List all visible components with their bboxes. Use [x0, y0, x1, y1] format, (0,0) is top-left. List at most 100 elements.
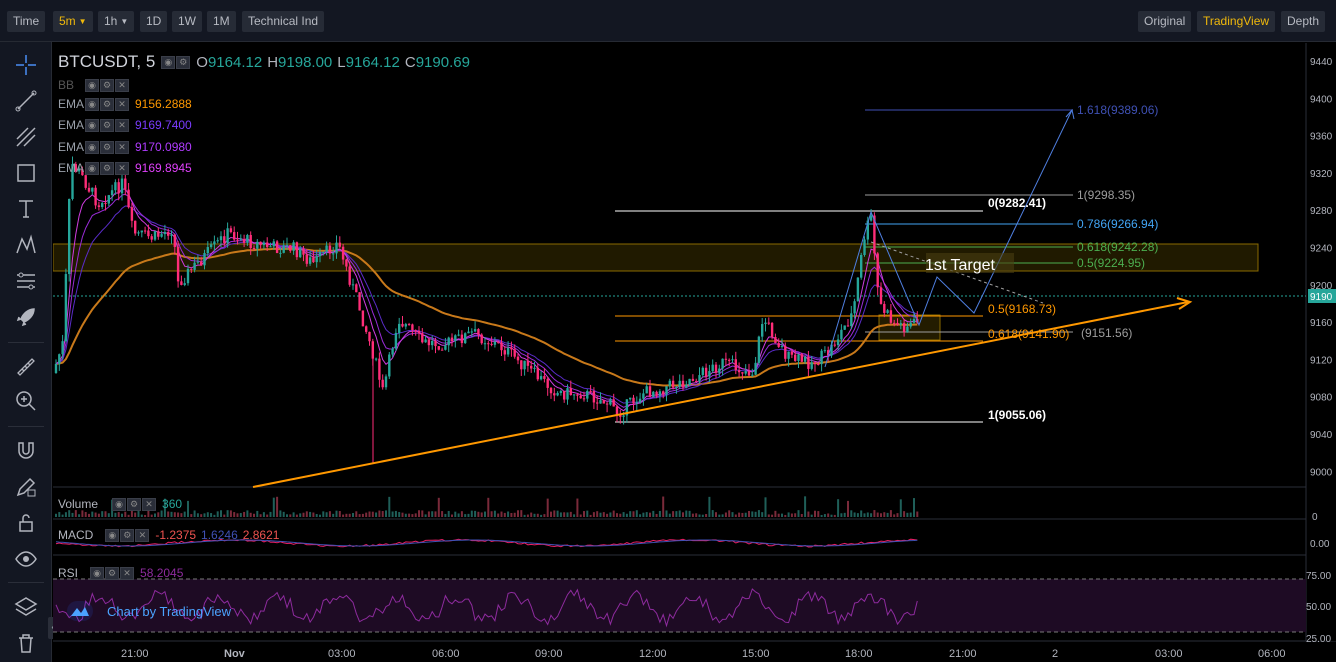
consolidation-box[interactable] — [878, 314, 941, 341]
rsi-line — [55, 588, 918, 628]
price-axis-bg — [1306, 43, 1336, 641]
trash-icon[interactable] — [11, 628, 41, 658]
chart-area[interactable]: 1st Target 0(9282.41) 0.5(9168.73) 0.618… — [53, 43, 1336, 662]
volume-bar — [543, 514, 546, 517]
eye-icon[interactable]: ◉ — [90, 566, 105, 580]
eye-icon[interactable]: ◉ — [85, 78, 99, 92]
layers-icon[interactable] — [11, 592, 41, 622]
close-icon[interactable]: ✕ — [120, 566, 135, 580]
harmonic-pattern[interactable] — [824, 109, 1073, 368]
tradingview-view-button[interactable]: TradingView — [1197, 11, 1276, 32]
gear-icon[interactable]: ⚙ — [100, 97, 114, 111]
close-icon[interactable]: ✕ — [115, 78, 129, 92]
eye-icon[interactable]: ◉ — [85, 161, 99, 175]
interval-1d-button[interactable]: 1D — [140, 11, 168, 32]
macd-axis-zero: 0.00 — [1310, 539, 1330, 550]
eye-icon[interactable]: ◉ — [105, 528, 120, 542]
ascending-trendline[interactable] — [252, 301, 1189, 488]
time-axis-label: 15:00 — [742, 648, 770, 660]
volume-bar — [97, 513, 100, 517]
pattern-icon[interactable] — [11, 230, 41, 260]
pitchfork-icon[interactable] — [11, 122, 41, 152]
magnet-icon[interactable] — [11, 436, 41, 466]
target-label[interactable]: 1st Target — [925, 257, 996, 274]
candle-body — [695, 380, 698, 382]
rectangle-icon[interactable] — [11, 158, 41, 188]
volume-bar — [767, 514, 770, 517]
volume-bar — [744, 512, 747, 517]
rocket-icon[interactable] — [11, 302, 41, 332]
candlesticks — [54, 156, 919, 463]
volume-bar — [375, 512, 378, 517]
close-icon[interactable]: ✕ — [115, 161, 129, 175]
zoom-in-icon[interactable] — [11, 386, 41, 416]
interval-dropdown[interactable]: 5m ▼ — [53, 11, 93, 32]
candle-body — [322, 251, 325, 253]
eye-icon[interactable]: ◉ — [85, 97, 99, 111]
rsi-band — [53, 579, 1306, 632]
close-icon[interactable]: ✕ — [115, 118, 129, 132]
gear-icon[interactable]: ⚙ — [100, 118, 114, 132]
eye-icon[interactable]: ◉ — [85, 140, 99, 154]
candle-body — [747, 371, 751, 376]
volume-bar — [391, 511, 394, 517]
interval-1h-dropdown[interactable]: 1h ▼ — [98, 11, 135, 32]
interval-1m-button[interactable]: 1M — [207, 11, 236, 32]
close-icon[interactable]: ✕ — [115, 140, 129, 154]
volume-bar — [474, 510, 477, 517]
price-axis-label: 9400 — [1310, 94, 1333, 105]
symbol-title[interactable]: BTCUSDT, 5 — [58, 52, 156, 71]
trend-line-icon[interactable] — [11, 86, 41, 116]
eye-icon[interactable]: ◉ — [112, 497, 127, 511]
pencil-lock-icon[interactable] — [11, 472, 41, 502]
volume-bar — [586, 510, 589, 517]
depth-view-button[interactable]: Depth — [1281, 11, 1326, 32]
crosshair-icon[interactable] — [11, 50, 41, 80]
technical-indicators-button[interactable]: Technical Ind — [242, 11, 325, 32]
gear-icon[interactable]: ⚙ — [105, 566, 120, 580]
gear-icon[interactable]: ⚙ — [176, 55, 191, 69]
fib-ext-label-1618: 1.618(9389.06) — [1077, 103, 1158, 117]
time-button[interactable]: Time — [7, 11, 46, 32]
candle-body — [186, 268, 190, 284]
close-icon[interactable]: ✕ — [115, 97, 129, 111]
close-icon[interactable]: ✕ — [135, 528, 150, 542]
candle-body — [450, 337, 454, 341]
candle-body — [642, 393, 645, 399]
candle-body — [147, 230, 150, 237]
price-chart[interactable]: 1st Target 0(9282.41) 0.5(9168.73) 0.618… — [53, 43, 1336, 662]
close-icon[interactable]: ✕ — [142, 497, 157, 511]
time-axis-label: 09:00 — [535, 648, 563, 660]
candle-body — [473, 329, 477, 332]
volume-bar — [183, 511, 186, 517]
open-value: 9164.12 — [207, 53, 263, 71]
volume-bar — [312, 512, 315, 517]
eye-icon[interactable] — [11, 544, 41, 574]
candle-body — [586, 390, 589, 399]
volume-bar — [774, 510, 777, 517]
gear-icon[interactable]: ⚙ — [100, 161, 114, 175]
lock-icon[interactable] — [11, 508, 41, 538]
fib-icon[interactable] — [11, 266, 41, 296]
candle-body — [909, 322, 912, 327]
candle-body — [374, 358, 378, 360]
volume-bar — [550, 511, 552, 517]
eye-icon[interactable]: ◉ — [85, 118, 99, 132]
candle-body — [833, 344, 836, 346]
original-view-button[interactable]: Original — [1138, 11, 1192, 32]
volume-bar — [520, 510, 523, 517]
volume-bar — [460, 511, 463, 517]
gear-icon[interactable]: ⚙ — [127, 497, 142, 511]
gear-icon[interactable]: ⚙ — [120, 528, 135, 542]
interval-1w-button[interactable]: 1W — [172, 11, 202, 32]
candle-body — [200, 261, 203, 266]
volume-bar — [596, 511, 599, 517]
text-icon[interactable] — [11, 194, 41, 224]
gear-icon[interactable]: ⚙ — [100, 78, 114, 92]
candle-body — [728, 359, 731, 361]
ruler-icon[interactable] — [11, 352, 41, 382]
volume-bar — [731, 512, 734, 517]
tradingview-attribution[interactable]: Chart by TradingView — [67, 601, 231, 621]
gear-icon[interactable]: ⚙ — [100, 140, 114, 154]
eye-icon[interactable]: ◉ — [161, 55, 176, 69]
